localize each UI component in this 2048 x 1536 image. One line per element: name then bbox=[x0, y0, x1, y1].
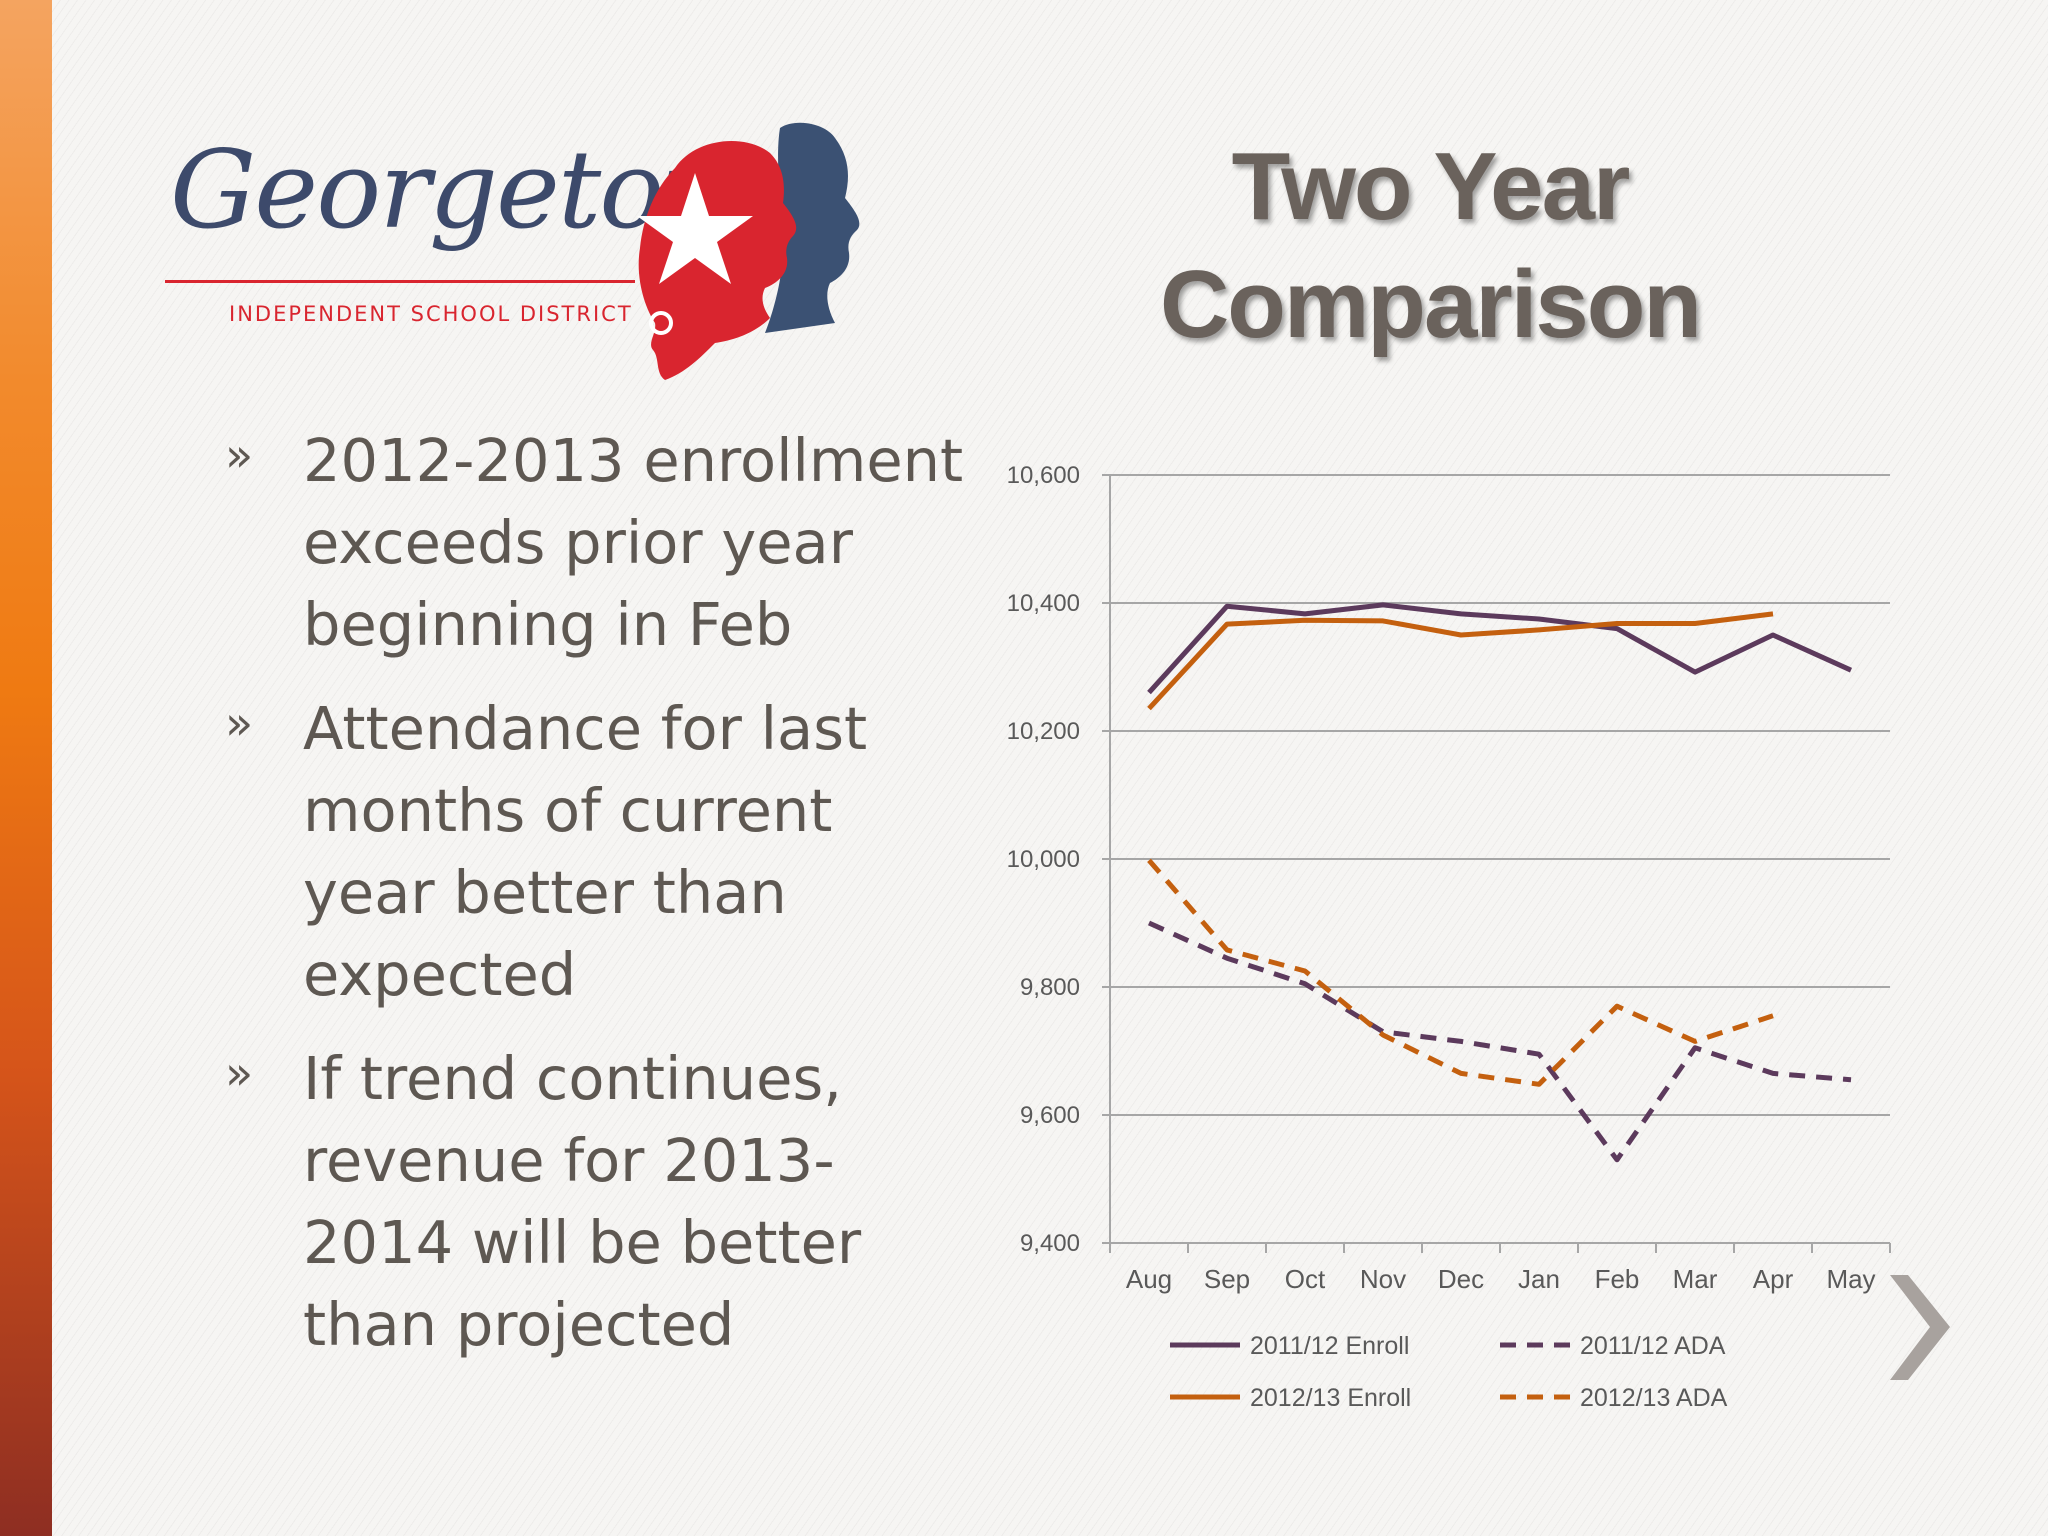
district-logo: Georgetown INDEPENDENT SCHOOL DISTRICT bbox=[125, 118, 865, 398]
bullet-item: » 2012-2013 enrollment exceeds prior yea… bbox=[225, 420, 965, 666]
bullet-marker: » bbox=[225, 1046, 254, 1100]
side-accent-bar bbox=[0, 0, 52, 1536]
y-tick-label: 9,800 bbox=[1020, 974, 1080, 1001]
legend-label: 2012/13 Enroll bbox=[1250, 1384, 1411, 1412]
title-line-1: Two Year bbox=[1231, 133, 1631, 240]
bullet-text: Attendance for last months of current ye… bbox=[303, 694, 868, 1009]
legend-label: 2012/13 ADA bbox=[1580, 1384, 1728, 1412]
y-tick-label: 10,200 bbox=[1007, 718, 1080, 745]
legend-label: 2011/12 Enroll bbox=[1250, 1332, 1409, 1360]
logo-subtitle: INDEPENDENT SCHOOL DISTRICT bbox=[229, 302, 633, 326]
y-tick-label: 10,400 bbox=[1007, 590, 1080, 617]
bullet-item: » If trend continues, revenue for 2013-2… bbox=[225, 1038, 965, 1366]
y-tick-label: 9,400 bbox=[1020, 1230, 1080, 1257]
legend-label: 2011/12 ADA bbox=[1580, 1332, 1726, 1360]
y-tick-label: 9,600 bbox=[1020, 1102, 1080, 1129]
bullet-list: » 2012-2013 enrollment exceeds prior yea… bbox=[225, 420, 965, 1388]
x-tick-label: Feb bbox=[1595, 1264, 1640, 1294]
x-tick-label: Oct bbox=[1285, 1264, 1326, 1294]
bullet-marker: » bbox=[225, 428, 254, 482]
bullet-marker: » bbox=[225, 696, 254, 750]
x-tick-label: Sep bbox=[1204, 1264, 1250, 1294]
y-tick-label: 10,000 bbox=[1007, 846, 1080, 873]
x-tick-label: Nov bbox=[1360, 1264, 1406, 1294]
x-tick-label: Jan bbox=[1518, 1264, 1560, 1294]
bullet-text: 2012-2013 enrollment exceeds prior year … bbox=[303, 426, 964, 659]
logo-rule bbox=[165, 280, 635, 283]
x-tick-label: Mar bbox=[1673, 1264, 1718, 1294]
x-tick-label: Dec bbox=[1438, 1264, 1484, 1294]
next-slide-chevron-icon[interactable] bbox=[1890, 1275, 1950, 1380]
x-tick-label: Aug bbox=[1126, 1264, 1172, 1294]
slide-title: Two Year Comparison bbox=[1090, 128, 1770, 364]
title-line-2: Comparison bbox=[1159, 251, 1702, 358]
series-line bbox=[1147, 611, 1774, 711]
x-tick-label: Apr bbox=[1753, 1264, 1794, 1294]
logo-profiles-icon bbox=[637, 122, 860, 380]
x-tick-label: May bbox=[1826, 1264, 1875, 1294]
series-line bbox=[1147, 602, 1853, 695]
bullet-text: If trend continues, revenue for 2013-201… bbox=[303, 1044, 862, 1359]
comparison-line-chart: 10,600 10,400 10,200 10,000 9,800 9,600 9,400 A… bbox=[1007, 462, 1891, 1412]
y-tick-label: 10,600 bbox=[1007, 462, 1080, 489]
bullet-item: » Attendance for last months of current … bbox=[225, 688, 965, 1016]
series-line bbox=[1147, 858, 1774, 1087]
